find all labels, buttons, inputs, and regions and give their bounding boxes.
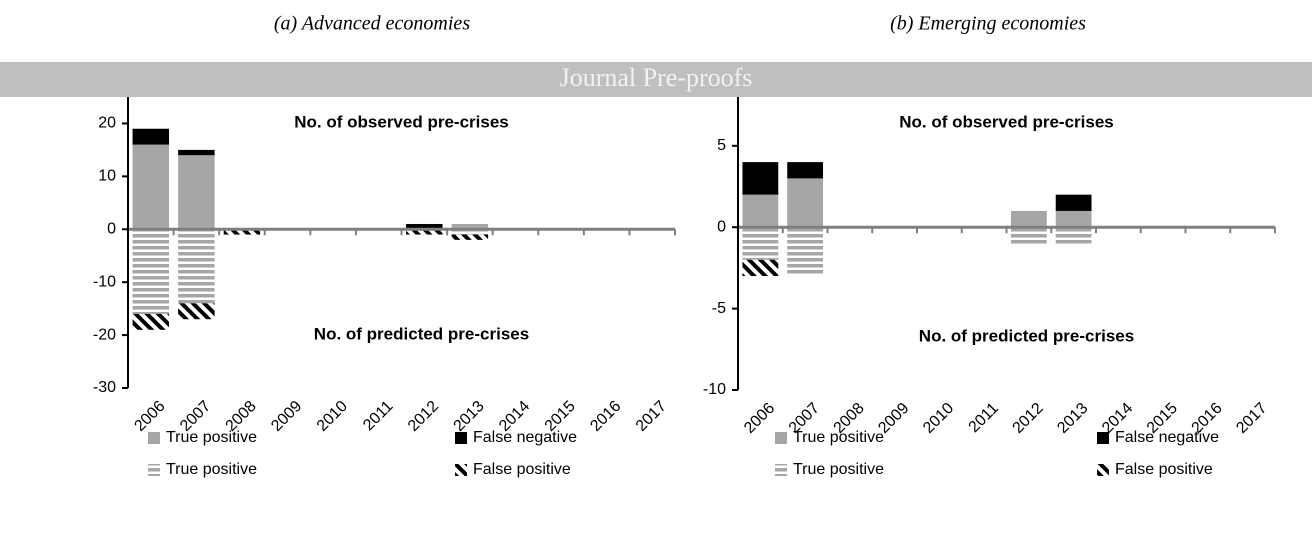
bar (132, 313, 170, 330)
bar (787, 227, 824, 277)
legend-label: False negative (473, 429, 577, 446)
legend-marker (455, 464, 467, 476)
bar (742, 162, 779, 195)
x-tick-label: 2006 (131, 398, 168, 435)
x-tick-label: 2011 (966, 400, 1002, 436)
legend-label: False positive (473, 461, 571, 478)
x-tick-label: 2006 (741, 400, 778, 437)
legend-marker (148, 432, 160, 444)
bar (1055, 194, 1092, 211)
legend-marker (775, 432, 787, 444)
legend-marker (1097, 464, 1109, 476)
bar (1010, 227, 1047, 244)
bar (742, 194, 779, 228)
annotation: No. of predicted pre-crises (919, 326, 1134, 345)
bar (451, 234, 489, 240)
bar (742, 259, 779, 277)
y-tick-label: -10 (93, 273, 116, 290)
bar (1055, 210, 1092, 228)
y-tick-label: -5 (712, 300, 726, 317)
y-tick-label: -20 (93, 326, 116, 343)
y-tick-label: 0 (717, 218, 726, 235)
x-tick-label: 2012 (405, 398, 442, 435)
x-tick-label: 2009 (268, 398, 305, 435)
y-tick-label: 5 (717, 137, 726, 154)
y-tick-label: 0 (107, 220, 116, 237)
x-tick-label: 2010 (314, 398, 351, 435)
legend-marker (455, 432, 467, 444)
legend-label: True positive (166, 461, 257, 478)
bar (1055, 227, 1092, 244)
bar (178, 155, 215, 230)
x-tick-label: 2013 (1054, 400, 1091, 437)
x-tick-label: 2017 (633, 398, 670, 435)
x-tick-label: 2010 (920, 400, 957, 437)
panel-title: (b) Emerging economies (890, 13, 1086, 35)
legend-label: True positive (793, 429, 884, 446)
bar (132, 229, 170, 314)
bar (1010, 210, 1047, 228)
legend-marker (775, 464, 787, 476)
y-tick-label: 20 (98, 115, 116, 132)
bar (132, 128, 170, 145)
x-tick-label: 2017 (1233, 400, 1270, 437)
bar (132, 144, 170, 230)
bar (787, 162, 824, 179)
x-tick-label: 2011 (360, 398, 396, 434)
annotation: No. of observed pre-crises (294, 112, 508, 131)
bar (178, 149, 215, 156)
banner: Journal Pre-proofs (560, 63, 753, 92)
y-tick-label: 10 (98, 168, 116, 185)
y-tick-label: -10 (703, 381, 726, 398)
legend-label: False positive (1115, 461, 1213, 478)
y-tick-label: -30 (93, 379, 116, 396)
annotation: No. of observed pre-crises (899, 112, 1113, 131)
annotation: No. of predicted pre-crises (314, 324, 529, 343)
bar (406, 229, 443, 235)
legend-marker (148, 464, 160, 476)
bar (223, 229, 261, 235)
bar (406, 223, 443, 230)
x-tick-label: 2016 (587, 398, 624, 435)
legend-label: True positive (166, 429, 257, 446)
panel-title: (a) Advanced economies (274, 13, 470, 35)
bar (451, 229, 489, 235)
legend-label: True positive (793, 461, 884, 478)
legend-marker (1097, 432, 1109, 444)
bar (742, 227, 779, 260)
banner-background (0, 62, 1312, 97)
legend-label: False negative (1115, 429, 1219, 446)
bar (787, 178, 824, 228)
x-tick-label: 2012 (1009, 400, 1046, 437)
bar (451, 223, 489, 230)
bar (178, 229, 215, 304)
bar (178, 303, 215, 320)
